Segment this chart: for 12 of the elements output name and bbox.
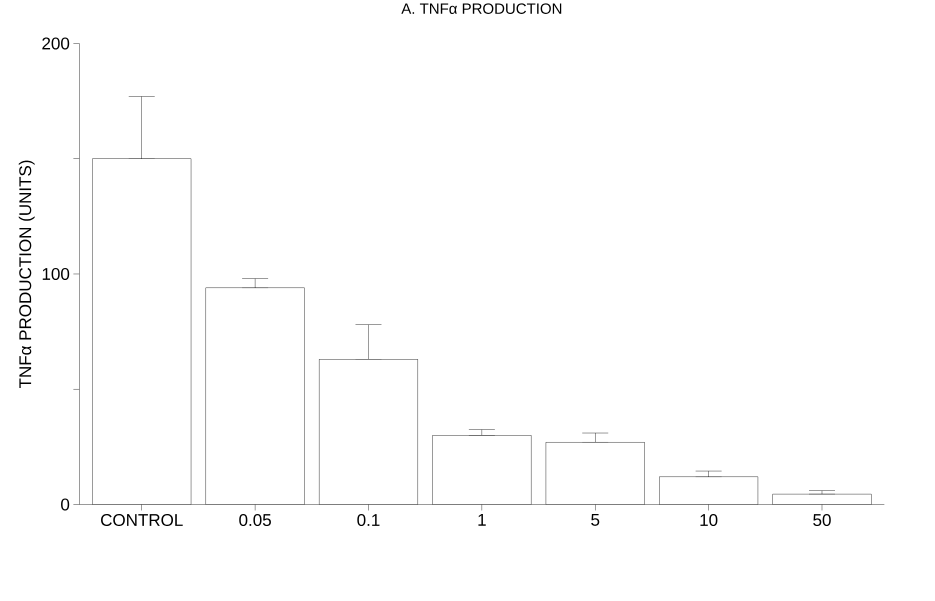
x-tick-label: 1	[478, 514, 486, 526]
x-tick-label: CONTROL	[101, 514, 183, 526]
chart-title: A. TNFα PRODUCTION	[401, 3, 562, 14]
y-tick-label: 0	[61, 498, 70, 510]
y-axis-title: TNFα PRODUCTION (UNITS)	[18, 160, 35, 388]
x-tick-label: 50	[813, 514, 831, 526]
x-tick-label: 0.1	[357, 514, 380, 526]
x-tick-label: 5	[591, 514, 600, 526]
y-tick-label: 100	[42, 268, 70, 280]
x-tick-label: 0.05	[239, 514, 271, 526]
x-tick-label: 10	[700, 514, 718, 526]
y-tick-label: 200	[42, 37, 70, 50]
